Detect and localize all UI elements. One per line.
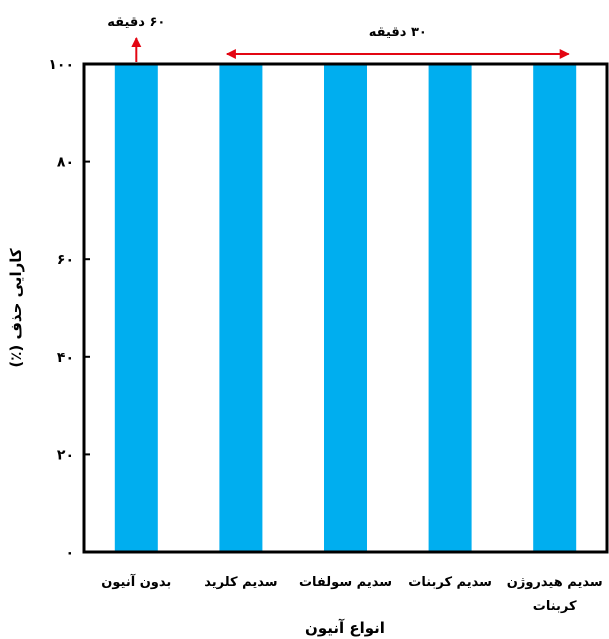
y-tick-label-2: ۴٠ <box>57 350 74 366</box>
y-tick-label-4: ٨٠ <box>57 155 74 171</box>
x-tick-label-3: سدیم کربنات <box>408 575 492 590</box>
bar-3 <box>428 64 472 552</box>
y-tick-label-1: ٢٠ <box>57 447 74 463</box>
bar-1 <box>219 64 263 552</box>
x-tick-label-4-line-1: کربنات <box>533 599 577 614</box>
bars-group <box>114 64 577 552</box>
x-tick-label-2: سدیم سولفات <box>299 575 392 590</box>
y-tick-label-5: ١٠٠ <box>48 57 74 73</box>
bar-2 <box>324 64 367 552</box>
x-axis-ticks: بدون آنیون سدیم کلرید سدیم سولفات سدیم کربن… <box>101 573 602 614</box>
annotation-label-0: ۶٠ دقیقه <box>107 15 165 30</box>
y-tick-label-3: ۶٠ <box>57 252 74 268</box>
x-tick-label-1: سدیم کلرید <box>204 575 277 590</box>
y-tick-label-0: ٠ <box>65 545 74 561</box>
bar-4 <box>533 64 577 552</box>
plot-frame <box>82 62 609 554</box>
x-axis-label: انواع آنیون <box>305 619 385 637</box>
y-axis-label: کارایی حذف (٪) <box>7 248 25 367</box>
y-axis-ticks: ٠ ٢٠ ۴٠ ۶٠ ٨٠ ١٠٠ <box>48 57 90 561</box>
bar-0 <box>114 64 158 552</box>
annotation-label-1: ٣٠ دقیقه <box>369 25 427 40</box>
x-tick-label-0: بدون آنیون <box>101 573 171 590</box>
annotations-group: ۶٠ دقیقه ٣٠ دقیقه <box>107 15 570 62</box>
x-tick-label-4: سدیم هیدروژن <box>507 575 603 590</box>
